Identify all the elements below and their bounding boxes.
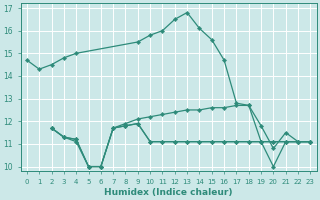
X-axis label: Humidex (Indice chaleur): Humidex (Indice chaleur) xyxy=(104,188,233,197)
